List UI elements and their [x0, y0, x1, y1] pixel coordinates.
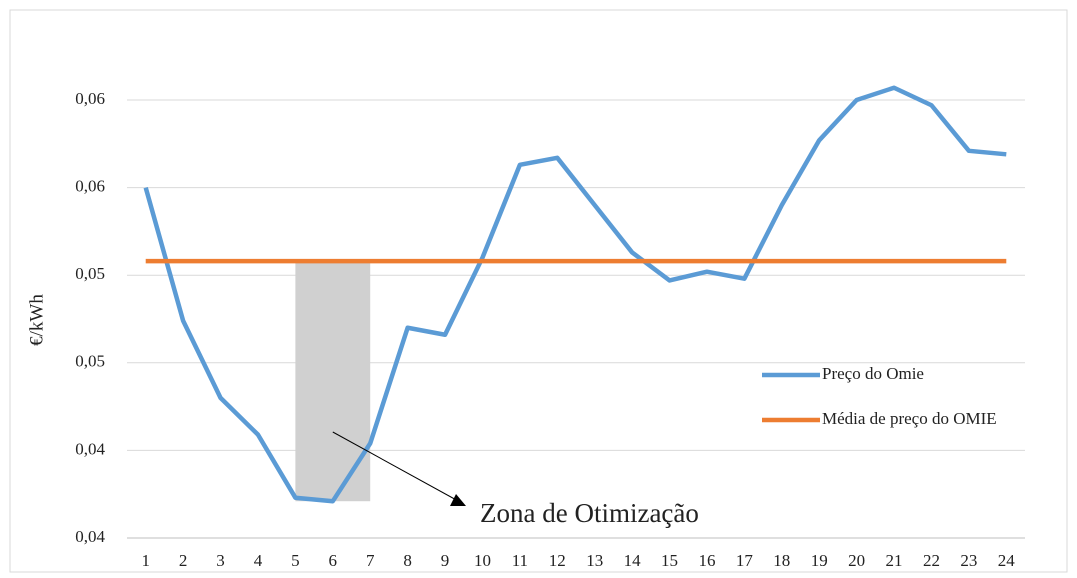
y-tick-label: 0,04 — [75, 527, 105, 546]
legend-label: Preço do Omie — [822, 364, 924, 383]
x-tick-label: 13 — [586, 551, 603, 570]
x-tick-label: 8 — [403, 551, 412, 570]
x-tick-label: 1 — [141, 551, 150, 570]
x-tick-label: 6 — [329, 551, 338, 570]
x-tick-label: 15 — [661, 551, 678, 570]
y-axis-label: €/kWh — [26, 294, 47, 346]
x-tick-label: 4 — [254, 551, 263, 570]
x-tick-label: 22 — [923, 551, 940, 570]
x-tick-label: 5 — [291, 551, 300, 570]
annotation-arrow — [332, 431, 461, 503]
x-tick-label: 2 — [179, 551, 188, 570]
x-tick-label: 12 — [549, 551, 566, 570]
optimization-zone — [295, 261, 371, 502]
x-tick-label: 9 — [441, 551, 450, 570]
y-tick-label: 0,05 — [75, 352, 105, 371]
x-tick-label: 14 — [624, 551, 642, 570]
x-tick-label: 20 — [848, 551, 865, 570]
y-tick-label: 0,04 — [75, 439, 105, 458]
x-tick-label: 21 — [886, 551, 903, 570]
y-tick-label: 0,06 — [75, 89, 105, 108]
x-tick-label: 18 — [773, 551, 790, 570]
x-tick-label: 10 — [474, 551, 491, 570]
x-tick-label: 19 — [811, 551, 828, 570]
annotation-text: Zona de Otimização — [480, 498, 699, 528]
arrow-head — [450, 494, 466, 506]
legend-label: Média de preço do OMIE — [822, 409, 997, 428]
x-tick-label: 17 — [736, 551, 754, 570]
x-tick-label: 3 — [216, 551, 225, 570]
series-line — [143, 85, 1007, 504]
y-tick-label: 0,06 — [75, 177, 105, 196]
chart-frame — [9, 9, 1068, 573]
x-tick-label: 11 — [512, 551, 528, 570]
x-tick-label: 23 — [960, 551, 977, 570]
x-tick-label: 7 — [366, 551, 375, 570]
x-tick-label: 24 — [998, 551, 1016, 570]
x-tick-label: 16 — [698, 551, 715, 570]
y-tick-label: 0,05 — [75, 264, 105, 283]
